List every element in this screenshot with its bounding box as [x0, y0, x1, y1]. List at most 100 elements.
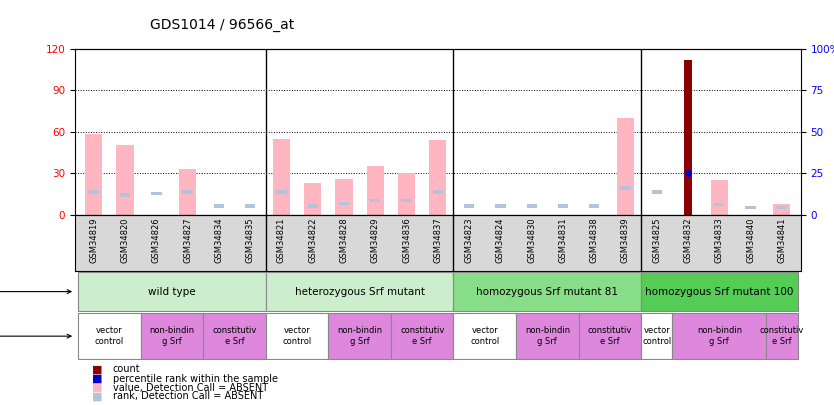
Text: GSM34823: GSM34823	[465, 217, 474, 263]
Text: wild type: wild type	[148, 287, 196, 296]
Text: constitutiv
e Srf: constitutiv e Srf	[760, 326, 804, 346]
Bar	[766, 313, 797, 360]
Bar	[711, 180, 728, 215]
Bar	[746, 206, 756, 209]
Bar	[672, 313, 766, 360]
Text: GSM34840: GSM34840	[746, 217, 755, 263]
Text: GSM34835: GSM34835	[246, 217, 254, 263]
Bar	[214, 204, 224, 208]
Bar	[558, 204, 568, 208]
Text: GSM34822: GSM34822	[309, 217, 317, 263]
Bar	[276, 190, 287, 194]
Bar	[589, 204, 600, 208]
Text: ■: ■	[92, 392, 103, 401]
Bar	[401, 199, 412, 202]
Bar	[516, 313, 579, 360]
Bar	[641, 272, 797, 311]
Text: vector
control: vector control	[95, 326, 124, 346]
Bar	[391, 313, 454, 360]
Text: non-bindin
g Srf: non-bindin g Srf	[525, 326, 570, 346]
Text: genotype/variation: genotype/variation	[0, 287, 71, 296]
Bar	[454, 272, 641, 311]
Text: homozygous Srf mutant 100: homozygous Srf mutant 100	[646, 287, 793, 296]
Text: GSM34830: GSM34830	[527, 217, 536, 263]
Bar	[714, 203, 725, 207]
Text: heterozygous Srf mutant: heterozygous Srf mutant	[294, 287, 425, 296]
Bar	[245, 204, 255, 208]
Text: GSM34829: GSM34829	[371, 217, 379, 263]
Bar	[339, 202, 349, 205]
Text: constitutiv
e Srf: constitutiv e Srf	[213, 326, 257, 346]
Bar	[78, 313, 141, 360]
Bar	[304, 183, 321, 215]
Text: GSM34826: GSM34826	[152, 217, 161, 263]
Text: GSM34819: GSM34819	[89, 217, 98, 263]
Text: rank, Detection Call = ABSENT: rank, Detection Call = ABSENT	[113, 392, 263, 401]
Bar	[203, 313, 266, 360]
Bar	[370, 199, 380, 202]
Text: GSM34825: GSM34825	[652, 217, 661, 263]
Text: value, Detection Call = ABSENT: value, Detection Call = ABSENT	[113, 382, 268, 392]
Text: count: count	[113, 364, 140, 375]
Bar	[579, 313, 641, 360]
Text: non-bindin
g Srf: non-bindin g Srf	[149, 326, 194, 346]
Text: GSM34836: GSM34836	[402, 217, 411, 263]
Text: GSM34841: GSM34841	[777, 217, 786, 263]
Bar	[776, 206, 787, 209]
Text: GSM34833: GSM34833	[715, 217, 724, 263]
Bar	[120, 193, 130, 197]
Text: GSM34834: GSM34834	[214, 217, 224, 263]
Bar	[183, 190, 193, 194]
Bar	[85, 134, 103, 215]
Text: GSM34824: GSM34824	[496, 217, 505, 263]
Text: constitutiv
e Srf: constitutiv e Srf	[400, 326, 445, 346]
Text: vector
control: vector control	[642, 326, 671, 346]
Text: GSM34838: GSM34838	[590, 217, 599, 263]
Bar	[464, 204, 475, 208]
Bar	[88, 190, 99, 194]
Bar	[78, 272, 266, 311]
Bar	[367, 166, 384, 215]
Text: GSM34832: GSM34832	[684, 217, 692, 263]
Bar	[454, 313, 516, 360]
Text: GSM34820: GSM34820	[121, 217, 129, 263]
Bar	[398, 173, 415, 215]
Bar	[617, 118, 634, 215]
Text: GSM34827: GSM34827	[183, 217, 192, 263]
Text: non-bindin
g Srf: non-bindin g Srf	[696, 326, 742, 346]
Bar	[308, 204, 318, 208]
Bar	[179, 169, 196, 215]
Bar	[773, 204, 791, 215]
Text: GSM34831: GSM34831	[559, 217, 567, 263]
Bar	[117, 145, 133, 215]
Text: agent: agent	[0, 331, 71, 341]
Bar	[335, 179, 353, 215]
Bar	[526, 204, 537, 208]
Bar	[495, 204, 505, 208]
Text: homozygous Srf mutant 81: homozygous Srf mutant 81	[476, 287, 618, 296]
Text: non-bindin
g Srf: non-bindin g Srf	[337, 326, 382, 346]
Text: ■: ■	[92, 382, 103, 392]
Text: GSM34837: GSM34837	[434, 217, 442, 263]
Bar	[641, 313, 672, 360]
Bar	[273, 139, 290, 215]
Text: vector
control: vector control	[470, 326, 500, 346]
Bar	[266, 313, 329, 360]
Bar	[430, 140, 446, 215]
Text: GSM34839: GSM34839	[621, 217, 630, 263]
Text: GDS1014 / 96566_at: GDS1014 / 96566_at	[150, 18, 294, 32]
Bar	[329, 313, 391, 360]
Text: vector
control: vector control	[283, 326, 312, 346]
Text: GSM34828: GSM34828	[339, 217, 349, 263]
Text: GSM34821: GSM34821	[277, 217, 286, 263]
Bar	[651, 190, 662, 194]
Text: ■: ■	[92, 373, 103, 384]
Bar	[684, 60, 692, 215]
Bar	[433, 190, 443, 194]
Bar	[266, 272, 454, 311]
Bar	[151, 192, 162, 195]
Bar	[620, 186, 631, 190]
Bar	[141, 313, 203, 360]
Text: percentile rank within the sample: percentile rank within the sample	[113, 373, 278, 384]
Text: constitutiv
e Srf: constitutiv e Srf	[588, 326, 632, 346]
